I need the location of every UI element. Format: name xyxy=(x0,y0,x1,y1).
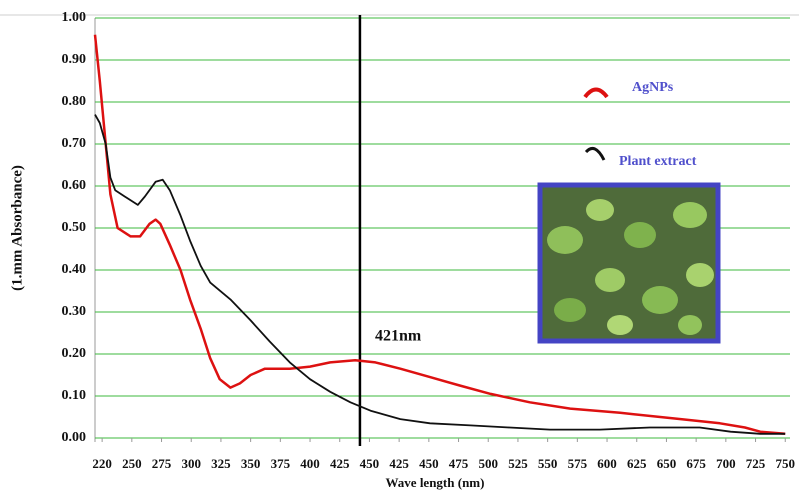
x-tick-label: 600 xyxy=(597,456,617,471)
x-tick-label: 650 xyxy=(657,456,677,471)
y-axis-title: (1.mm Absorbance) xyxy=(9,165,25,291)
y-tick-label: 0.60 xyxy=(62,178,87,193)
leaf xyxy=(595,268,625,292)
annotation: 421nm xyxy=(375,328,422,345)
x-tick-label: 750 xyxy=(775,456,795,471)
x-tick-label: 675 xyxy=(686,456,706,471)
x-tick-label: 325 xyxy=(211,456,231,471)
x-tick-label: 550 xyxy=(538,456,558,471)
x-tick-label: 375 xyxy=(271,456,291,471)
legend-label: Plant extract xyxy=(619,154,697,169)
leaf xyxy=(624,222,656,248)
x-tick-label: 350 xyxy=(241,456,261,471)
plant-photo xyxy=(537,182,721,344)
y-tick-label: 0.40 xyxy=(62,262,87,277)
leaf xyxy=(678,315,702,335)
y-tick-label: 0.80 xyxy=(62,94,87,109)
leaf xyxy=(686,263,714,287)
legend-label: AgNPs xyxy=(632,80,674,95)
y-tick-label: 0.20 xyxy=(62,346,87,361)
x-tick-label: 400 xyxy=(300,456,320,471)
legend-icon xyxy=(583,87,609,99)
leaf xyxy=(554,298,586,322)
x-tick-label: 275 xyxy=(152,456,172,471)
y-tick-label: 0.00 xyxy=(62,430,87,445)
x-tick-label: 425 xyxy=(389,456,409,471)
leaf xyxy=(642,286,678,314)
leaf xyxy=(586,199,614,221)
leaf xyxy=(673,202,707,228)
x-tick-label: 220 xyxy=(92,456,112,471)
x-tick-label: 250 xyxy=(122,456,142,471)
y-tick-label: 0.90 xyxy=(62,52,87,67)
y-tick-label: 1.00 xyxy=(62,10,87,25)
y-tick-label: 0.70 xyxy=(62,136,87,151)
x-axis-title: Wave length (nm) xyxy=(386,475,485,490)
series-line xyxy=(93,34,786,436)
x-tick-label: 525 xyxy=(508,456,528,471)
y-tick-label: 0.50 xyxy=(62,220,87,235)
x-tick-label: 475 xyxy=(449,456,469,471)
x-tick-label: 575 xyxy=(568,456,588,471)
x-tick-label: 450 xyxy=(419,456,439,471)
y-tick-label: 0.10 xyxy=(62,388,87,403)
x-tick-label: 625 xyxy=(627,456,647,471)
legend-icon xyxy=(584,146,606,161)
series-line xyxy=(94,114,786,435)
x-tick-label: 700 xyxy=(716,456,736,471)
leaf xyxy=(607,315,633,335)
x-tick-label: 425 xyxy=(330,456,350,471)
x-tick-label: 450 xyxy=(360,456,380,471)
leaf xyxy=(547,226,583,254)
y-tick-label: 0.30 xyxy=(62,304,87,319)
x-tick-label: 300 xyxy=(181,456,201,471)
x-tick-label: 500 xyxy=(478,456,498,471)
x-tick-label: 725 xyxy=(746,456,766,471)
